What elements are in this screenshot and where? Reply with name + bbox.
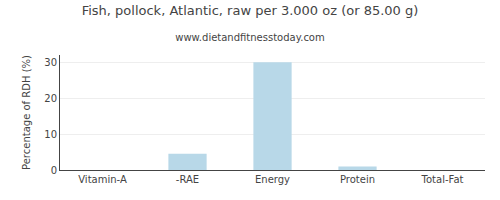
svg-text:Percentage of RDH (%): Percentage of RDH (%): [21, 55, 32, 170]
svg-text:30: 30: [44, 57, 57, 68]
svg-text:Fish, pollock, Atlantic, raw p: Fish, pollock, Atlantic, raw per 3.000 o…: [82, 3, 419, 18]
svg-text:Total-Fat: Total-Fat: [421, 174, 464, 185]
svg-text:Vitamin-A: Vitamin-A: [78, 174, 127, 185]
svg-text:Protein: Protein: [340, 174, 375, 185]
svg-text:10: 10: [44, 129, 57, 140]
svg-text:-RAE: -RAE: [176, 174, 199, 185]
svg-text:Energy: Energy: [255, 174, 290, 185]
svg-text:www.dietandfitnesstoday.com: www.dietandfitnesstoday.com: [175, 32, 324, 43]
svg-text:0: 0: [51, 165, 57, 176]
svg-text:20: 20: [44, 93, 57, 104]
